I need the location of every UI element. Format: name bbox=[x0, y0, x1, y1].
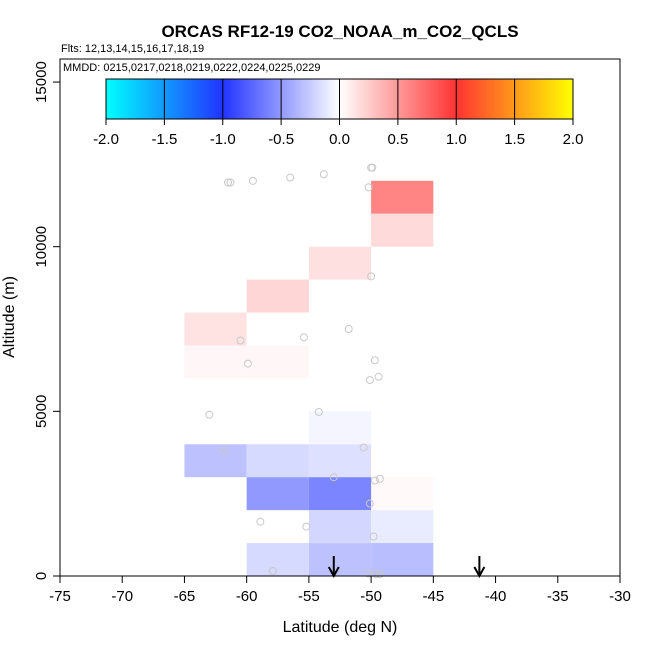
heatmap-cell bbox=[308, 543, 372, 576]
x-tick-label: -75 bbox=[49, 588, 71, 605]
heatmap-cell bbox=[308, 411, 372, 445]
sample-points bbox=[205, 163, 384, 579]
x-tick-label: -55 bbox=[298, 588, 320, 605]
colorbar-tick-label: -1.0 bbox=[210, 131, 236, 148]
colorbar-tick-label: 0.0 bbox=[329, 131, 350, 148]
colorbar-ticks: -2.0 -1.5 -1.0 -0.5 0.0 0.5 1.0 1.5 2.0 bbox=[93, 79, 583, 148]
sample-point bbox=[319, 170, 328, 179]
sample-point bbox=[314, 408, 323, 417]
sample-point bbox=[344, 325, 353, 334]
heatmap-cell bbox=[308, 246, 372, 280]
sample-point bbox=[368, 163, 377, 172]
heatmap-cell bbox=[246, 477, 309, 511]
heatmap-cell bbox=[371, 510, 434, 544]
sample-point bbox=[365, 376, 374, 385]
sample-point bbox=[243, 359, 252, 368]
y-tick-label: 10000 bbox=[33, 226, 50, 268]
y-axis: 0 5000 10000 15000 bbox=[33, 61, 60, 580]
colorbar-tick-label: -1.5 bbox=[151, 131, 177, 148]
x-tick-label: -45 bbox=[422, 588, 444, 605]
x-axis: -75 -70 -65 -60 -55 -50 -45 -40 -35 -30 bbox=[49, 576, 631, 605]
sample-point bbox=[359, 443, 368, 452]
sample-point bbox=[299, 333, 308, 342]
sample-point bbox=[372, 570, 381, 579]
x-tick-label: -50 bbox=[360, 588, 382, 605]
heatmap-cell bbox=[308, 510, 372, 544]
x-tick-label: -60 bbox=[236, 588, 258, 605]
heatmap-cell bbox=[308, 444, 372, 478]
sample-point bbox=[370, 356, 379, 365]
y-tick-label: 5000 bbox=[33, 395, 50, 428]
heatmap-cell bbox=[184, 444, 247, 478]
colorbar-tick-label: 1.5 bbox=[504, 131, 525, 148]
sample-point bbox=[224, 178, 232, 187]
colorbar-tick-label: 2.0 bbox=[563, 131, 584, 148]
heatmap-cell bbox=[308, 477, 372, 511]
dates-label: MMDD: 0215,0217,0218,0219,0222,0224,0225… bbox=[63, 62, 321, 74]
sample-point bbox=[369, 532, 378, 541]
colorbar-tick-label: -2.0 bbox=[93, 131, 119, 148]
heatmap-cell bbox=[246, 279, 309, 313]
colorbar-tick-label: 1.0 bbox=[446, 131, 467, 148]
sample-point bbox=[236, 336, 245, 345]
heatmap-cell bbox=[246, 543, 309, 576]
heatmap-cell bbox=[184, 312, 247, 346]
x-tick-label: -70 bbox=[111, 588, 133, 605]
sample-point bbox=[329, 473, 338, 482]
sample-point bbox=[367, 272, 376, 281]
heatmap-cell bbox=[371, 180, 434, 214]
sample-point bbox=[375, 474, 384, 483]
x-tick-label: -40 bbox=[485, 588, 507, 605]
sample-point bbox=[220, 446, 229, 455]
x-tick-label: -35 bbox=[547, 588, 569, 605]
sample-point bbox=[374, 372, 383, 381]
flights-label: Flts: 12,13,14,15,16,17,18,19 bbox=[61, 43, 204, 55]
x-tick-label: -30 bbox=[609, 588, 631, 605]
y-tick-label: 15000 bbox=[33, 61, 50, 103]
colorbar-tick-label: 0.5 bbox=[387, 131, 408, 148]
sample-point bbox=[364, 569, 373, 578]
heatmap-cell bbox=[246, 345, 309, 379]
sample-point bbox=[226, 178, 235, 187]
x-axis-label: Latitude (deg N) bbox=[283, 619, 398, 636]
heatmap-cell bbox=[371, 213, 434, 247]
sample-point bbox=[268, 567, 277, 576]
sample-point bbox=[370, 476, 379, 485]
sample-point bbox=[248, 176, 257, 185]
sample-point bbox=[302, 522, 311, 531]
sample-point bbox=[205, 410, 214, 419]
chart-title: ORCAS RF12-19 CO2_NOAA_m_CO2_QCLS bbox=[161, 22, 518, 41]
heatmap-cell bbox=[246, 444, 309, 478]
heatmap-cell bbox=[184, 345, 247, 379]
sample-point bbox=[375, 570, 384, 579]
heatmap-cells bbox=[184, 180, 434, 576]
arrow-down-icon bbox=[473, 556, 486, 579]
sample-point bbox=[256, 517, 265, 526]
plot-frame bbox=[59, 58, 621, 577]
y-tick-label: 0 bbox=[33, 572, 50, 580]
x-tick-label: -65 bbox=[174, 588, 196, 605]
sample-point bbox=[365, 499, 374, 508]
colorbar-tick-label: -0.5 bbox=[268, 131, 294, 148]
sample-point bbox=[364, 183, 373, 192]
sample-point bbox=[286, 173, 295, 182]
heatmap-cell bbox=[371, 477, 434, 511]
y-axis-label: Altitude (m) bbox=[1, 276, 18, 358]
